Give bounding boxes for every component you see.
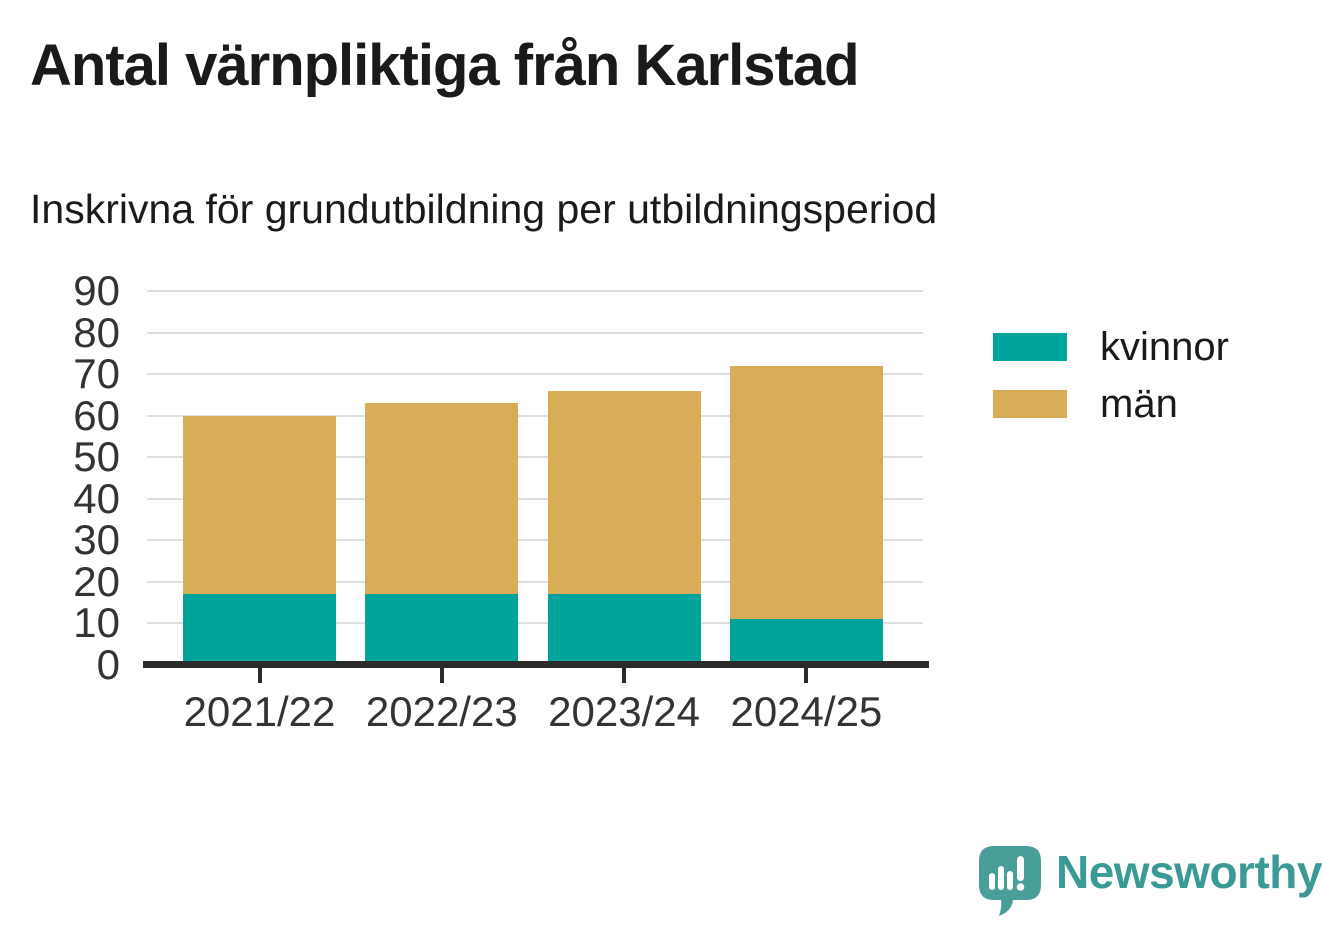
gridline-20 (147, 580, 923, 583)
y-axis-label-70: 70 (73, 350, 120, 398)
logo-bar-1 (989, 873, 995, 890)
legend-label-män: män (1100, 381, 1178, 426)
chart-legend: kvinnor män (993, 325, 1229, 447)
x-axis-line (143, 661, 929, 668)
y-axis-label-50: 50 (73, 433, 120, 481)
gridline-90 (147, 290, 923, 292)
gridline-70 (147, 373, 923, 376)
x-axis-label-2023/24: 2023/24 (548, 688, 700, 735)
legend-item-män: män (993, 382, 1229, 426)
bar-2023/24-män (547, 390, 701, 595)
y-axis-label-0: 0 (96, 641, 120, 688)
y-axis-label-20: 20 (73, 557, 120, 605)
chart-subtitle: Inskrivna för grundutbildning per utbild… (30, 186, 938, 232)
logo-bar-2 (998, 866, 1004, 890)
newsworthy-logo-icon (979, 846, 1041, 916)
gridline-30 (147, 539, 923, 542)
y-axis-label-40: 40 (73, 474, 120, 522)
x-axis-tick-2022/23 (439, 668, 444, 683)
x-axis-tick-2021/22 (257, 668, 262, 683)
bar-2023/24-kvinnor (547, 594, 701, 665)
legend-swatch-män (993, 390, 1067, 418)
bar-2024/25-män (729, 365, 883, 620)
x-axis-tick-2024/25 (804, 668, 809, 683)
bar-2021/22-kvinnor (183, 594, 336, 665)
y-axis-label-30: 30 (73, 516, 120, 564)
gridline-80 (147, 331, 923, 334)
bar-2021/22-män (183, 415, 336, 595)
x-axis-tick-2023/24 (622, 668, 627, 683)
legend-label-kvinnor: kvinnor (1100, 324, 1229, 369)
gridline-10 (147, 622, 923, 625)
gridline-60 (147, 414, 923, 417)
y-axis-label-10: 10 (73, 599, 120, 647)
y-axis-label-60: 60 (73, 391, 120, 439)
y-axis-label-90: 90 (73, 267, 120, 314)
legend-item-kvinnor: kvinnor (993, 325, 1229, 369)
gridline-50 (147, 456, 923, 459)
brand-footer: Newsworthy (978, 845, 1322, 917)
x-axis-label-2022/23: 2022/23 (365, 688, 518, 735)
y-axis-label-80: 80 (73, 308, 120, 356)
logo-exclamation-bar (1017, 856, 1024, 881)
brand-name: Newsworthy (1056, 846, 1322, 898)
page-title: Antal värnpliktiga från Karlstad (30, 33, 860, 98)
bar-2022/23-kvinnor (365, 594, 519, 665)
logo-exclamation-dot (1016, 883, 1025, 891)
x-axis-label-2024/25: 2024/25 (730, 688, 883, 735)
x-axis-label-2021/22: 2021/22 (183, 688, 336, 735)
logo-bar-3 (1007, 871, 1013, 890)
legend-swatch-kvinnor (993, 333, 1067, 361)
gridline-40 (147, 497, 923, 500)
bar-2022/23-män (365, 403, 519, 595)
bar-2024/25-kvinnor (729, 619, 883, 665)
